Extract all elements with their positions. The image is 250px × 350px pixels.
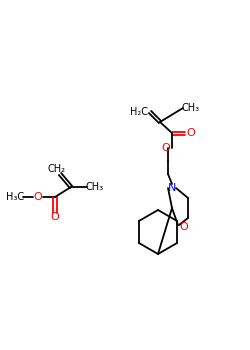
Text: O: O — [180, 222, 188, 232]
Text: CH₂: CH₂ — [47, 164, 65, 174]
Text: N: N — [168, 183, 176, 193]
Text: O: O — [162, 143, 170, 153]
Text: H₃C: H₃C — [6, 192, 24, 202]
Text: O: O — [186, 128, 196, 138]
Text: CH₃: CH₃ — [182, 103, 200, 113]
Text: CH₃: CH₃ — [86, 182, 104, 192]
Text: H₂C: H₂C — [130, 107, 148, 117]
Text: O: O — [50, 212, 59, 222]
Text: O: O — [34, 192, 42, 202]
